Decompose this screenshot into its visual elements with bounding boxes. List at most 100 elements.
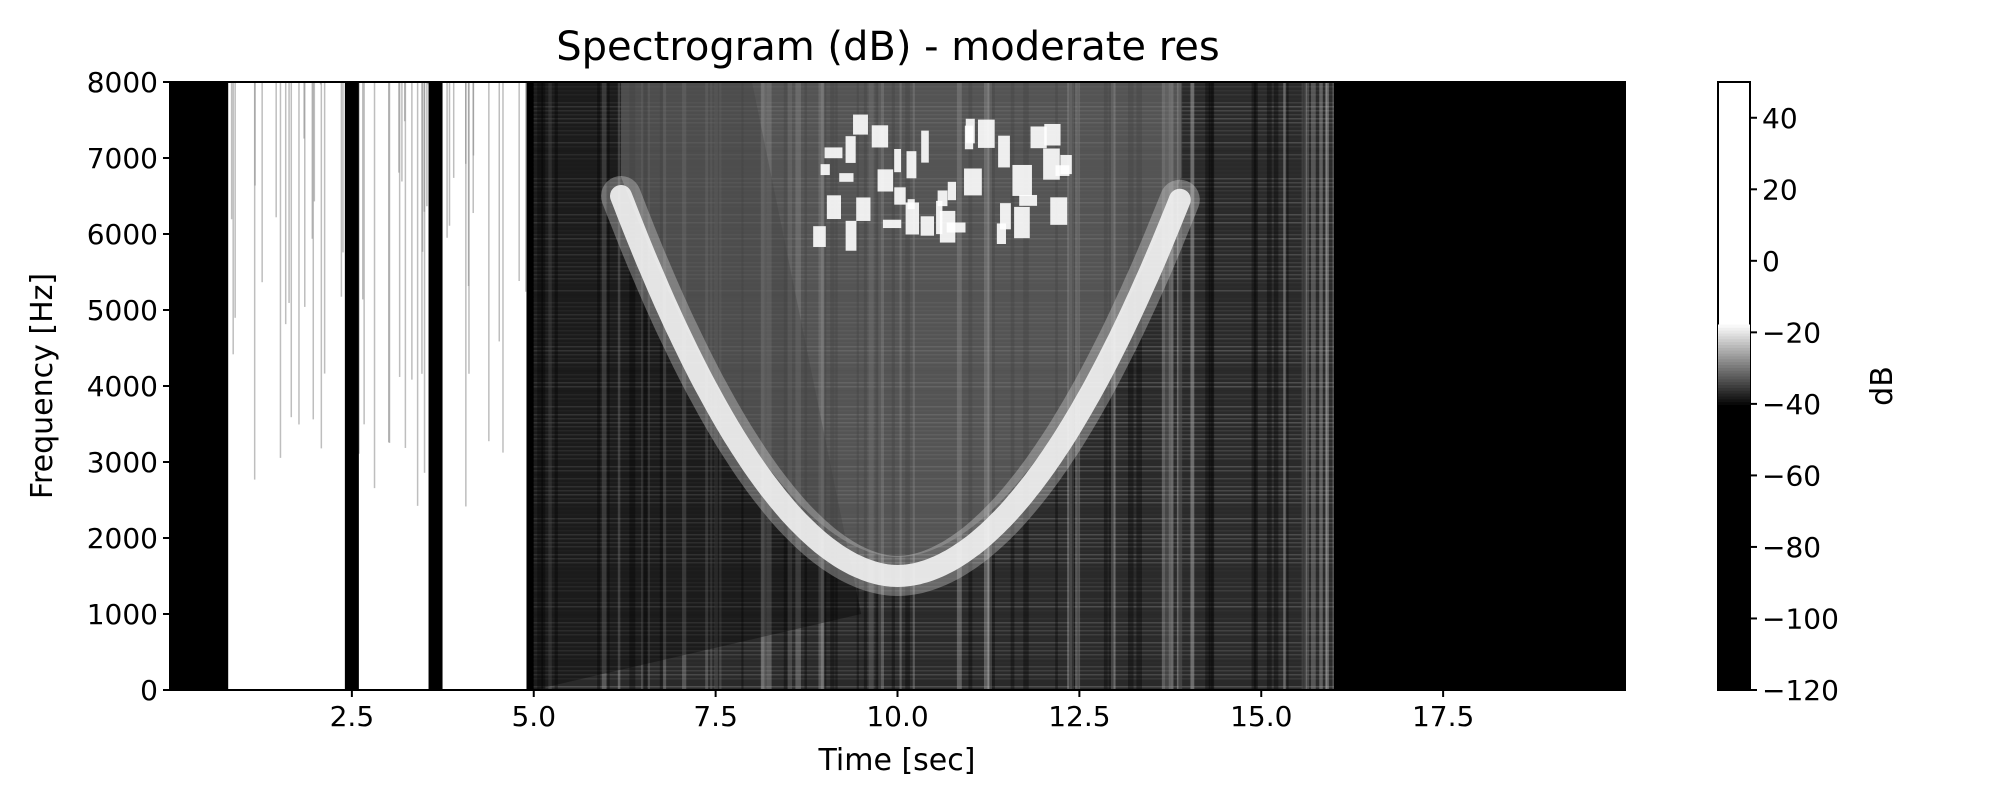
noise-column: [1326, 82, 1329, 690]
burst-striation: [313, 82, 316, 202]
noise-line: [533, 658, 1334, 660]
noise-line: [533, 654, 1334, 656]
y-tick-label: 3000: [87, 446, 158, 479]
burst-striation: [358, 82, 360, 454]
silence-region: [1334, 82, 1625, 690]
colorbar-step: [1718, 327, 1750, 331]
high-freq-blotch: [947, 181, 957, 201]
noise-line: [533, 606, 1334, 608]
colorbar-step: [1718, 384, 1750, 388]
y-tick-label: 7000: [87, 142, 158, 175]
noise-column: [1325, 82, 1328, 690]
high-freq-blotch: [1014, 206, 1030, 239]
high-freq-blotch: [905, 202, 920, 235]
burst-striation: [416, 82, 419, 506]
colorbar-step: [1718, 341, 1750, 346]
noise-line: [533, 686, 1334, 688]
plot-area: [169, 81, 1626, 691]
noise-line: [533, 666, 1334, 668]
noise-column: [1168, 82, 1174, 690]
burst-striation: [254, 82, 256, 186]
burst-striation: [362, 82, 364, 300]
y-tick-label: 1000: [87, 598, 158, 631]
noise-line: [533, 598, 1334, 600]
high-freq-blotch: [845, 220, 857, 251]
noise-column: [1283, 82, 1286, 690]
burst-striation: [498, 82, 501, 342]
noise-column: [548, 82, 552, 690]
high-freq-blotch: [907, 199, 915, 210]
noise-column: [1178, 82, 1183, 690]
colorbar-tick-label: −20: [1762, 316, 1821, 349]
noise-column: [1208, 82, 1215, 690]
colorbar-step: [1718, 373, 1750, 377]
high-freq-blotch: [998, 135, 1010, 168]
burst-striation: [298, 82, 300, 425]
y-axis-label: Frequency [Hz]: [25, 273, 60, 499]
high-freq-blotch: [813, 226, 826, 247]
burst-striation: [284, 82, 287, 325]
y-tick-label: 8000: [87, 66, 158, 99]
burst-striation: [311, 82, 314, 239]
colorbar-tick-label: −60: [1762, 459, 1821, 492]
noise-column: [1190, 82, 1195, 690]
burst-striation: [472, 82, 474, 214]
noise-line: [533, 586, 1334, 588]
noise-line: [533, 626, 1334, 628]
noise-line: [533, 650, 1334, 652]
colorbar-tick-label: −100: [1762, 602, 1839, 635]
noise-column: [537, 82, 544, 690]
sweep-band: [610, 185, 1191, 588]
high-freq-blotch: [964, 168, 982, 196]
high-freq-blotch: [894, 149, 902, 173]
noise-column: [1266, 82, 1272, 690]
burst-striation: [230, 82, 233, 220]
high-freq-blotch: [882, 219, 902, 229]
high-freq-blotch: [906, 151, 917, 179]
noise-line: [533, 678, 1334, 680]
burst-striation: [323, 82, 326, 374]
high-freq-blotch: [824, 147, 843, 159]
colorbar-step: [1718, 375, 1750, 380]
burst-striation: [404, 82, 407, 448]
noise-column: [1251, 82, 1257, 690]
noise-line: [533, 594, 1334, 596]
burst-striation: [312, 82, 315, 420]
y-tick-label: 2000: [87, 522, 158, 555]
colorbar-step: [1718, 370, 1750, 374]
noise-column: [641, 82, 644, 690]
burst-striation: [465, 82, 467, 507]
burst-striation: [275, 82, 277, 218]
noise-column: [1110, 82, 1116, 690]
noise-column: [1253, 82, 1258, 690]
noise-line: [533, 638, 1334, 640]
high-freq-blotch: [894, 187, 906, 205]
noise-line: [533, 646, 1334, 648]
burst-striation: [448, 82, 451, 226]
burst-striation: [234, 82, 236, 318]
colorbar-step: [1718, 393, 1750, 397]
noise-column: [1273, 82, 1279, 690]
colorbar-step: [1718, 361, 1750, 366]
colorbar-step: [1718, 338, 1750, 343]
noise-column: [1170, 82, 1174, 690]
high-freq-blotch: [1019, 194, 1038, 206]
burst-region: [228, 82, 527, 690]
x-tick-label: 15.0: [1230, 700, 1292, 733]
high-freq-blotch: [845, 136, 856, 163]
high-freq-blotch: [946, 222, 966, 233]
noise-line: [533, 662, 1334, 664]
burst-striation: [373, 82, 376, 489]
burst-striation: [423, 82, 426, 473]
noise-column: [647, 82, 651, 690]
noise-column: [1332, 82, 1335, 690]
noise-column: [1189, 82, 1194, 690]
noise-column: [1301, 82, 1307, 690]
burst-striation: [446, 82, 448, 238]
burst-striation: [525, 82, 527, 292]
burst-striation: [288, 82, 290, 303]
colorbar-step: [1718, 404, 1750, 408]
chart-title: Spectrogram (dB) - moderate res: [556, 24, 1219, 70]
noise-line: [533, 674, 1334, 676]
high-freq-blotch: [1055, 165, 1070, 176]
